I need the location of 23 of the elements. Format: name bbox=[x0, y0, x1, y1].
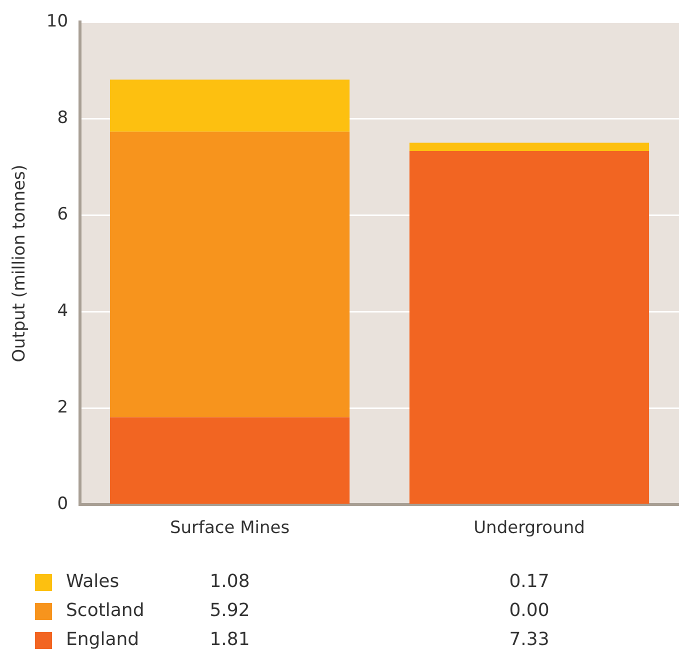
bar bbox=[110, 417, 350, 504]
bar bbox=[409, 151, 650, 504]
y-tick-label: 2 bbox=[57, 398, 68, 418]
y-tick-label: 10 bbox=[46, 12, 68, 32]
x-tick-label: Underground bbox=[474, 518, 585, 538]
bar bbox=[110, 80, 350, 132]
legend-label: Scotland bbox=[66, 600, 144, 621]
data-label: 1.08 bbox=[208, 571, 251, 592]
data-label: 1.81 bbox=[208, 629, 251, 650]
x-tick-label: Surface Mines bbox=[170, 518, 290, 538]
y-tick-label: 4 bbox=[57, 301, 68, 322]
y-tick-label: 6 bbox=[57, 204, 68, 225]
data-label: 0.00 bbox=[508, 600, 550, 621]
legend-label: England bbox=[66, 629, 140, 650]
data-label: 5.92 bbox=[208, 600, 251, 621]
y-axis-title: Output (million tonnes) bbox=[10, 164, 30, 362]
data-label: 7.33 bbox=[508, 629, 550, 650]
legend-label: Wales bbox=[66, 571, 120, 592]
y-tick-label: 0 bbox=[57, 494, 68, 514]
bar bbox=[110, 132, 350, 418]
bar bbox=[409, 142, 650, 151]
y-tick-label: 8 bbox=[57, 108, 68, 128]
data-label: 0.17 bbox=[508, 571, 550, 592]
